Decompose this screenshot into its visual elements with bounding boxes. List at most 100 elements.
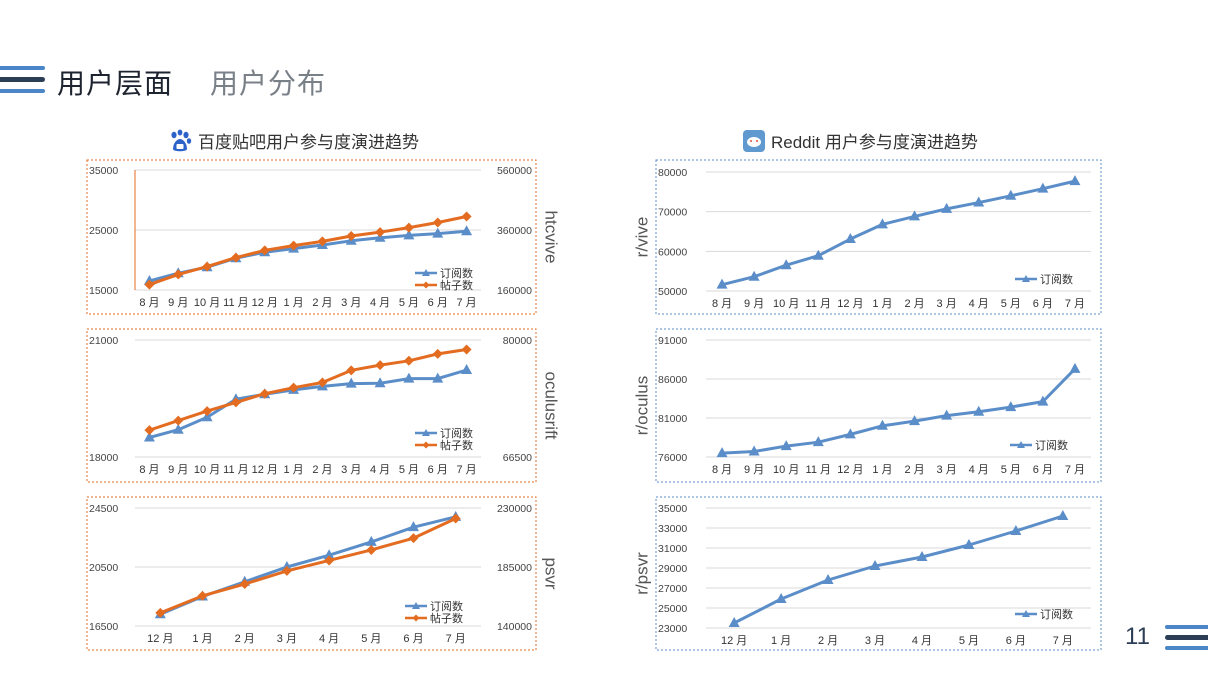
- x-tick-label: 5 月: [399, 464, 419, 476]
- legend-marker: [422, 269, 430, 276]
- y-tick-label: 31000: [658, 543, 687, 555]
- x-tick-label: 4 月: [370, 464, 390, 476]
- data-point-diamond: [432, 217, 443, 228]
- data-point-triangle: [909, 415, 921, 426]
- chart-frame: [86, 496, 537, 651]
- data-point-triangle: [432, 372, 444, 383]
- page-subtitle: 用户分布: [210, 68, 327, 99]
- x-tick-label: 10 月: [773, 298, 799, 310]
- chart-baidu-htcvive: 15000 25000 35000 160000 360000 560000 8 月 9 月 1…: [86, 159, 561, 315]
- legend-label: 订阅数: [440, 427, 473, 440]
- y-tick-label: 16500: [89, 621, 118, 633]
- legend-marker: [422, 429, 430, 436]
- legend-marker: [1017, 441, 1025, 448]
- data-point-diamond: [230, 397, 241, 408]
- data-point-triangle: [812, 249, 824, 260]
- data-point-triangle: [1069, 362, 1081, 373]
- x-tick-label: 1 月: [771, 635, 791, 647]
- x-tick-label: 4 月: [969, 464, 989, 476]
- y-tick-label: 23000: [658, 623, 687, 635]
- x-tick-label: 10 月: [194, 297, 220, 309]
- chart-frame: [655, 328, 1102, 483]
- x-tick-label: 3 月: [937, 298, 957, 310]
- y-tick-label: 29000: [658, 563, 687, 575]
- y-tick-label: 20500: [89, 562, 118, 574]
- series-line-2: [148, 348, 467, 432]
- x-tick-label: 12 月: [252, 297, 278, 309]
- y2-tick-label: 230000: [497, 503, 532, 515]
- data-point-diamond: [259, 388, 270, 399]
- data-point-diamond: [197, 590, 208, 601]
- data-point-triangle: [461, 364, 473, 375]
- data-point-triangle: [432, 227, 444, 238]
- data-point-triangle: [780, 259, 792, 270]
- data-point-triangle: [812, 436, 824, 447]
- series-line-2: [159, 517, 457, 615]
- data-point-diamond: [403, 355, 414, 366]
- legend-marker: [1022, 610, 1030, 617]
- data-point-diamond: [144, 279, 155, 290]
- data-point-diamond: [239, 579, 250, 590]
- side-label: r/psvr: [632, 552, 651, 595]
- legend-marker: [412, 614, 420, 622]
- data-point-triangle: [403, 229, 415, 240]
- x-tick-label: 3 月: [341, 464, 361, 476]
- footer-decoration-bar-2: [1165, 635, 1208, 640]
- data-point-triangle: [143, 431, 155, 442]
- data-point-triangle: [172, 423, 184, 434]
- x-tick-label: 3 月: [865, 635, 885, 647]
- data-point-triangle: [728, 617, 740, 627]
- y2-tick-label: 185000: [497, 562, 532, 574]
- x-tick-label: 9 月: [168, 464, 188, 476]
- x-tick-label: 3 月: [277, 633, 297, 645]
- x-tick-label: 6 月: [1033, 298, 1053, 310]
- x-tick-label: 7 月: [446, 633, 466, 645]
- legend-label: 订阅数: [440, 267, 473, 280]
- x-tick-label: 2 月: [312, 464, 332, 476]
- data-point-diamond: [202, 261, 213, 272]
- data-point-diamond: [173, 415, 184, 426]
- x-tick-label: 7 月: [1065, 298, 1085, 310]
- x-tick-label: 4 月: [969, 298, 989, 310]
- x-tick-label: 1 月: [283, 297, 303, 309]
- x-tick-label: 7 月: [456, 297, 476, 309]
- y-tick-label: 27000: [658, 583, 687, 595]
- data-point-triangle: [876, 218, 888, 229]
- data-point-diamond: [461, 211, 472, 222]
- data-point-triangle: [748, 445, 760, 456]
- x-tick-label: 10 月: [194, 464, 220, 476]
- series-line-1: [733, 514, 1064, 625]
- page-title: 用户层面: [57, 68, 174, 99]
- chart-reddit-oculus: 76000 81000 86000 91000 8 月 9 月 10 月 11 月 12 月 1 …: [632, 328, 1102, 483]
- chart-frame: [86, 328, 537, 483]
- data-point-triangle: [323, 549, 335, 560]
- x-tick-label: 6 月: [428, 464, 448, 476]
- y-tick-label: 70000: [658, 207, 687, 219]
- data-point-diamond: [432, 348, 443, 359]
- x-tick-label: 7 月: [1053, 635, 1073, 647]
- y-tick-label: 76000: [658, 452, 687, 464]
- data-point-triangle: [775, 593, 787, 603]
- data-point-diamond: [230, 252, 241, 263]
- side-label: r/vive: [632, 217, 651, 258]
- y-tick-label: 15000: [89, 285, 118, 297]
- data-point-triangle: [345, 377, 357, 388]
- legend-label: 订阅数: [1040, 608, 1073, 621]
- x-tick-label: 10 月: [773, 464, 799, 476]
- data-point-triangle: [844, 233, 856, 244]
- x-tick-label: 5 月: [1001, 298, 1021, 310]
- y-tick-label: 86000: [658, 374, 687, 386]
- x-tick-label: 1 月: [872, 464, 892, 476]
- data-point-diamond: [375, 360, 386, 371]
- series-line-1: [149, 368, 468, 439]
- y-tick-label: 24500: [89, 503, 118, 515]
- data-point-triangle: [461, 225, 473, 236]
- data-point-triangle: [876, 419, 888, 430]
- baidu-section-title: 百度贴吧用户参与度演进趋势: [168, 128, 419, 153]
- y2-tick-label: 140000: [497, 621, 532, 633]
- x-tick-label: 12 月: [837, 298, 863, 310]
- legend-marker: [422, 441, 430, 449]
- data-point-diamond: [450, 513, 461, 524]
- chart-reddit-vive: 50000 60000 70000 80000 8 月 9 月 10 月 11 月 12 月 1 …: [632, 159, 1102, 315]
